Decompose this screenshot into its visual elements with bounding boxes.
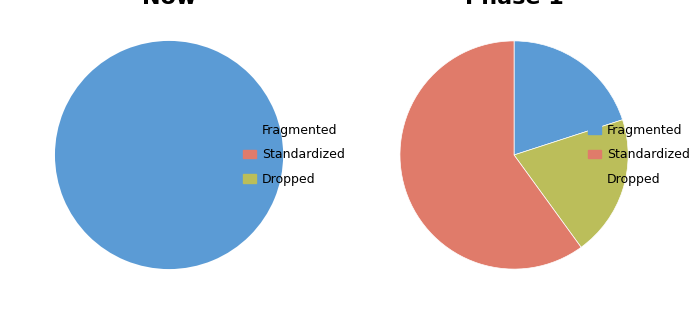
Wedge shape (514, 41, 622, 155)
Legend: Fragmented, Standardized, Dropped: Fragmented, Standardized, Dropped (583, 119, 690, 191)
Wedge shape (514, 120, 628, 247)
Wedge shape (400, 41, 581, 269)
Wedge shape (55, 41, 283, 269)
Legend: Fragmented, Standardized, Dropped: Fragmented, Standardized, Dropped (238, 119, 350, 191)
Title: Now: Now (142, 0, 196, 8)
Title: Phase 1: Phase 1 (464, 0, 564, 8)
